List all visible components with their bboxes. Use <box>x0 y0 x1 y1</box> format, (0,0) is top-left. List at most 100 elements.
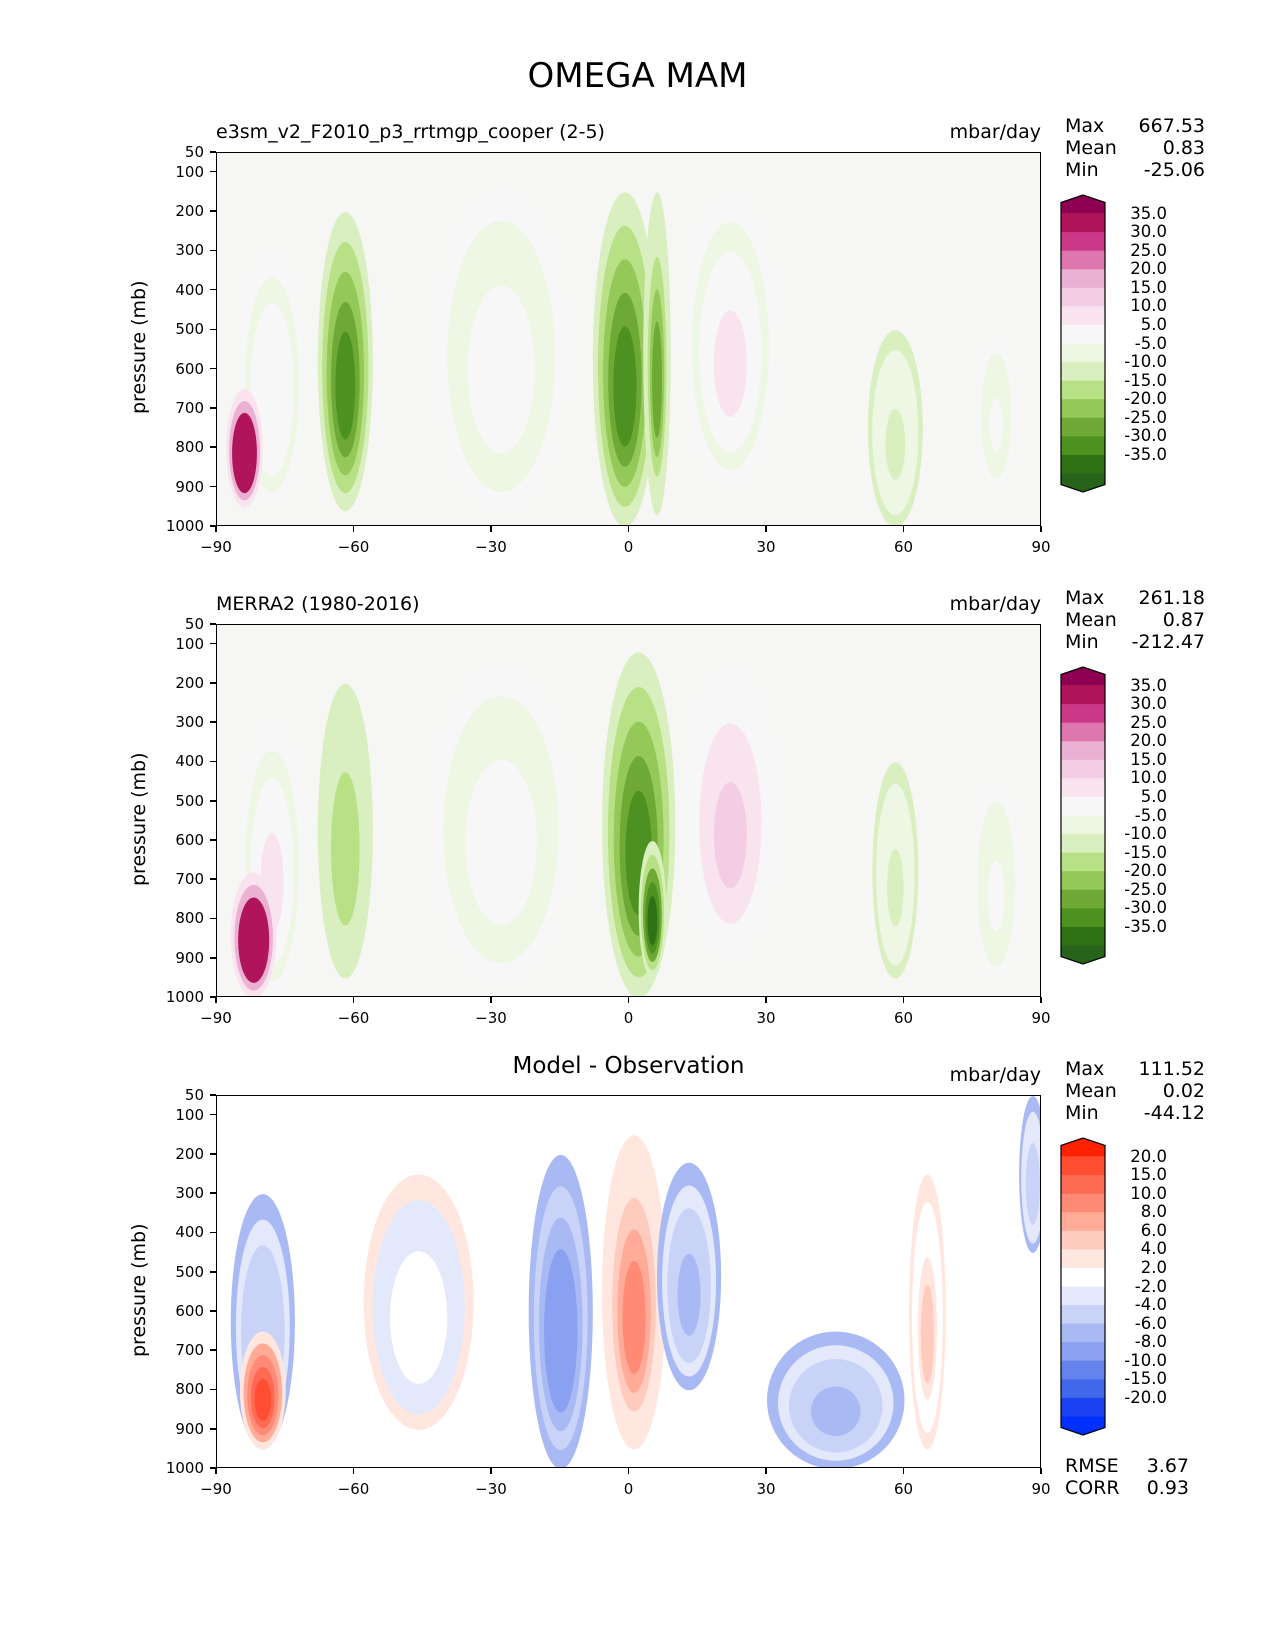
x-tick-mark <box>490 526 492 532</box>
stat-value: 261.18 <box>1138 587 1205 609</box>
x-tick-mark <box>765 526 767 532</box>
y-tick-label: 100 <box>175 634 204 653</box>
colorbar-tick-label: 25.0 <box>1130 240 1167 260</box>
x-tick-mark <box>490 1468 492 1474</box>
x-tick-mark <box>1040 1468 1042 1474</box>
stat-label: Mean <box>1065 1080 1117 1102</box>
colorbar-tick-label: -5.0 <box>1134 805 1167 825</box>
y-tick-label: 900 <box>175 1419 204 1438</box>
y-tick-label: 200 <box>175 673 204 692</box>
colorbar-segment <box>1061 1305 1105 1325</box>
y-tick-mark <box>210 288 216 291</box>
y-tick-mark <box>210 525 216 527</box>
colorbar-tick-label: 2.0 <box>1140 1257 1167 1277</box>
y-tick-label: 800 <box>175 1380 204 1399</box>
colorbar-tick-label: -25.0 <box>1124 407 1167 427</box>
y-tick-label: 300 <box>175 713 204 732</box>
x-tick-mark <box>765 1468 767 1474</box>
colorbar-segment <box>1061 834 1105 854</box>
stat-label: Max <box>1065 1058 1105 1080</box>
colorbar-tick-label: -5.0 <box>1134 333 1167 353</box>
colorbar-segment <box>1061 759 1105 779</box>
y-tick-label: 1000 <box>165 988 204 1006</box>
stat-row: Max 667.53 <box>1065 115 1205 137</box>
y-tick-mark <box>210 151 216 153</box>
y-tick-mark <box>210 623 216 625</box>
colorbar-segment <box>1061 1342 1105 1362</box>
stat-label: Min <box>1065 1102 1099 1124</box>
x-tick-label: 60 <box>893 1009 914 1027</box>
x-tick-mark <box>765 997 767 1003</box>
colorbar-segment <box>1061 380 1105 400</box>
y-tick-label: 50 <box>184 615 204 633</box>
contour-feature-7-level-4 <box>885 408 906 480</box>
x-tick-label: 30 <box>756 1009 776 1027</box>
colorbar-outline <box>1060 1137 1106 1436</box>
stats-block: Max 667.53 Mean 0.83 Min -25.06 <box>1065 115 1205 181</box>
y-tick-label: 900 <box>175 477 204 496</box>
y-tick-label: 800 <box>175 438 204 457</box>
x-tick-label: −90 <box>200 1480 232 1498</box>
y-tick-mark <box>210 760 216 762</box>
panel-title: e3sm_v2_F2010_p3_rrtmgp_cooper (2-5) <box>216 121 605 143</box>
colorbar-tick-label: 10.0 <box>1130 296 1167 316</box>
units-label: mbar/day <box>949 593 1041 615</box>
contour-feature-6-level-4 <box>237 436 252 480</box>
contour-feature-7-level-4 <box>811 1386 861 1437</box>
colorbar-tick-label: 4.0 <box>1140 1239 1167 1259</box>
contour-feature-1-level-4 <box>613 326 637 447</box>
colorbar-segment <box>1061 324 1105 344</box>
colorbar-extend-min <box>1061 945 1105 964</box>
y-tick-label: 600 <box>175 830 204 849</box>
y-tick-label: 900 <box>175 948 204 967</box>
x-tick-mark <box>902 526 905 532</box>
x-tick-mark <box>215 997 217 1003</box>
y-tick-mark <box>210 642 216 645</box>
x-tick-mark <box>352 1468 355 1474</box>
x-tick-label: −60 <box>337 538 370 556</box>
stat-label: Min <box>1065 159 1099 181</box>
stat-row: Mean 0.02 <box>1065 1080 1205 1102</box>
x-tick-mark <box>215 1468 217 1474</box>
y-tick-label: 200 <box>175 1144 204 1163</box>
x-tick-mark <box>627 526 630 532</box>
error-stats-block: RMSE 3.67 CORR 0.93 <box>1065 1455 1189 1499</box>
y-axis-label: pressure (mb) <box>128 751 150 886</box>
colorbar-segment <box>1061 889 1105 909</box>
colorbar-segment <box>1061 269 1105 289</box>
colorbar-tick-label: -10.0 <box>1124 352 1167 372</box>
y-tick-mark <box>210 328 216 331</box>
colorbar-tick-label: -2.0 <box>1134 1276 1167 1296</box>
stats-block: Max 261.18 Mean 0.87 Min -212.47 <box>1065 587 1205 653</box>
colorbar-segment <box>1061 250 1105 270</box>
stat-row: CORR 0.93 <box>1065 1477 1189 1499</box>
colorbar-extend-max <box>1061 1138 1105 1157</box>
colorbar-segment <box>1061 796 1105 816</box>
x-tick-mark <box>215 526 217 532</box>
colorbar-segment <box>1061 1156 1105 1176</box>
contour-plot <box>216 1095 1041 1468</box>
y-tick-mark <box>210 210 216 212</box>
colorbar-segment <box>1061 232 1105 252</box>
x-tick-mark <box>1040 997 1042 1003</box>
colorbar-segment <box>1061 741 1105 761</box>
panel-title-diff: Model - Observation <box>512 1053 745 1079</box>
contour-feature-3-level-4 <box>398 1276 439 1369</box>
contour-feature-6-level-4 <box>245 922 262 968</box>
y-tick-mark <box>210 800 216 802</box>
contour-feature-0-level-4 <box>549 1280 573 1394</box>
contour-feature-2-level-4 <box>677 1253 701 1336</box>
y-tick-label: 400 <box>175 1223 204 1242</box>
colorbar-tick-label: -30.0 <box>1124 426 1167 446</box>
colorbar <box>1060 1137 1106 1436</box>
contour-feature-0-level-4 <box>335 801 356 908</box>
contour-plot <box>216 624 1041 997</box>
x-tick-label: 90 <box>1031 1480 1051 1498</box>
colorbar-segment <box>1061 417 1105 437</box>
colorbar-extend-min <box>1061 1416 1105 1435</box>
colorbar-extend-min <box>1061 473 1105 492</box>
y-tick-mark <box>210 1467 216 1469</box>
colorbar-segment <box>1061 778 1105 798</box>
contour-feature-6-level-4 <box>920 1284 935 1384</box>
x-tick-mark <box>490 997 492 1003</box>
